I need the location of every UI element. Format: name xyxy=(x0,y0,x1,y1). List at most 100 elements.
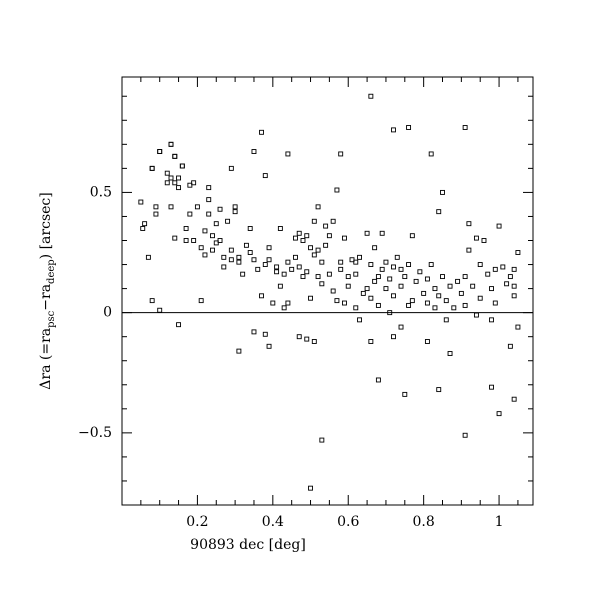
point xyxy=(338,259,344,265)
point xyxy=(375,302,381,308)
point xyxy=(391,127,396,133)
point xyxy=(202,228,208,234)
point xyxy=(217,206,223,212)
point xyxy=(511,293,517,299)
x-tick-label: 0.6 xyxy=(337,514,359,530)
point xyxy=(489,384,494,390)
point xyxy=(308,485,313,491)
x-tick-label: 0.2 xyxy=(186,514,208,530)
point xyxy=(285,151,291,157)
point xyxy=(515,324,521,330)
point xyxy=(443,317,449,323)
point xyxy=(281,305,287,311)
point xyxy=(308,245,313,251)
point xyxy=(379,266,385,272)
x-axis-label: 90893 dec [deg] xyxy=(190,537,306,553)
point xyxy=(266,245,272,251)
point xyxy=(391,264,396,270)
point xyxy=(228,165,234,171)
point xyxy=(300,274,306,280)
point xyxy=(507,274,513,280)
point xyxy=(277,226,283,231)
point xyxy=(515,250,521,255)
point xyxy=(473,312,479,318)
point xyxy=(304,336,310,342)
point xyxy=(436,209,442,215)
point xyxy=(387,310,393,316)
point xyxy=(194,204,200,210)
point xyxy=(436,293,442,299)
point xyxy=(149,165,155,171)
point xyxy=(232,209,238,215)
point xyxy=(391,293,396,299)
point xyxy=(383,286,389,292)
point xyxy=(334,298,340,304)
point xyxy=(206,197,212,203)
point xyxy=(213,221,219,227)
point xyxy=(153,211,159,217)
point xyxy=(375,377,381,383)
y-label-subscript: psc xyxy=(46,310,57,328)
point xyxy=(240,271,246,277)
point xyxy=(466,247,472,253)
point xyxy=(372,278,378,284)
point xyxy=(368,262,374,268)
point xyxy=(342,300,347,306)
point xyxy=(353,271,359,277)
point xyxy=(292,254,298,260)
point xyxy=(164,180,170,186)
point xyxy=(394,254,400,260)
point xyxy=(315,247,321,253)
point xyxy=(462,274,468,280)
point xyxy=(372,245,378,251)
point xyxy=(172,235,178,241)
y-label-part: ) [arcsec] xyxy=(38,192,54,259)
y-tick-label: 0 xyxy=(103,305,112,321)
point xyxy=(360,290,366,296)
point xyxy=(489,286,494,292)
point xyxy=(259,293,264,299)
point xyxy=(417,269,423,275)
point xyxy=(432,286,438,292)
point xyxy=(492,266,498,272)
point xyxy=(413,278,419,284)
point xyxy=(345,283,351,289)
point xyxy=(311,218,317,224)
point xyxy=(326,233,332,239)
point xyxy=(232,204,238,210)
point xyxy=(481,238,487,243)
point xyxy=(142,221,148,227)
point xyxy=(440,274,445,280)
point xyxy=(470,283,476,289)
point xyxy=(198,298,204,304)
point xyxy=(255,266,261,272)
point xyxy=(398,324,404,330)
point xyxy=(368,93,374,99)
point xyxy=(507,343,513,349)
point xyxy=(176,322,182,328)
point xyxy=(168,175,174,181)
point xyxy=(466,221,472,227)
point xyxy=(500,264,506,270)
point xyxy=(176,175,182,181)
point xyxy=(398,266,404,272)
point xyxy=(281,271,287,277)
point xyxy=(334,187,340,193)
point xyxy=(357,254,363,260)
point xyxy=(330,218,336,224)
x-tick-label: 0.8 xyxy=(413,514,435,530)
point xyxy=(202,252,208,258)
point xyxy=(157,307,163,313)
point xyxy=(462,302,468,308)
point xyxy=(292,235,298,241)
point xyxy=(225,218,231,224)
point xyxy=(315,274,321,280)
point xyxy=(221,264,227,270)
y-label-part: Δra (=ra xyxy=(38,328,54,390)
point xyxy=(424,300,430,306)
point xyxy=(251,329,257,335)
point xyxy=(338,266,344,272)
point xyxy=(140,226,146,231)
